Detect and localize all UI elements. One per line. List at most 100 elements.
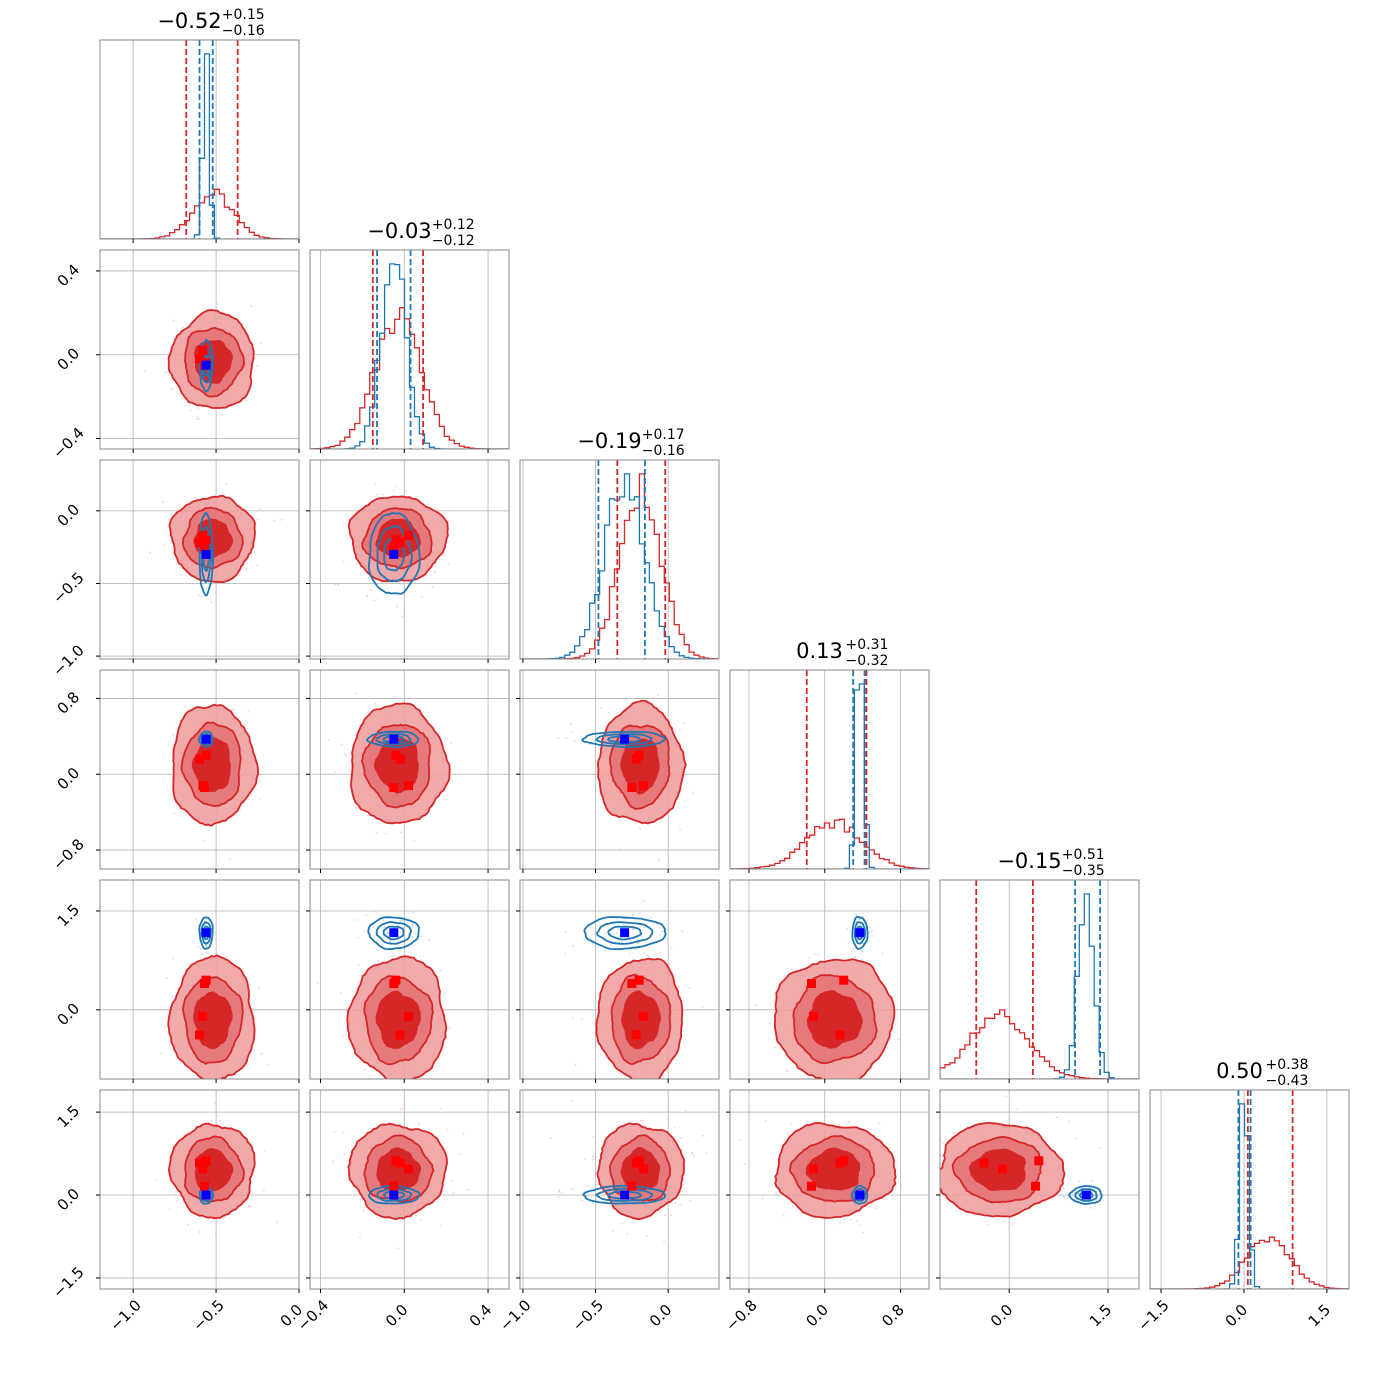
sample-point-red [657,859,660,862]
sample-point-red [247,1205,250,1208]
y-tick-label: 1.5 [54,1102,84,1132]
marker-red [839,975,849,985]
sample-point-red [217,1115,219,1118]
panel-frame [309,249,510,450]
marker-red [627,1181,637,1191]
sample-point-red [245,399,248,402]
sample-point-red [440,1224,443,1227]
sample-point-blue [204,944,207,947]
sample-point-red [196,407,199,410]
sample-point-red [343,753,346,755]
sample-point-blue [382,919,384,922]
marker-blue [389,549,399,559]
sample-point-red [264,1149,266,1152]
x-tick-label: 0.0 [802,1301,832,1331]
sample-point-blue [594,933,597,936]
marker-red [195,1030,204,1040]
contour-red-core [373,738,419,794]
sample-point-red [172,734,175,737]
marker-red [395,754,405,764]
marker-blue [201,734,211,744]
x-tick-label: 0.8 [878,1301,908,1331]
sample-point-blue [372,926,375,929]
sample-point-red [181,397,183,400]
sample-point-blue [638,941,640,944]
sample-point-red [253,544,256,547]
sample-point-blue [855,913,857,916]
sample-point-red [896,1157,898,1159]
sample-point-blue [419,935,422,938]
sample-point-red [646,1234,648,1237]
sample-point-blue [1095,1199,1098,1202]
sample-point-blue [622,923,625,926]
contour-blue-outer [1068,1184,1103,1205]
panel-frame [309,459,510,660]
sample-point-red [401,1108,404,1110]
sample-point-red [1057,1152,1060,1155]
sample-point-blue [571,731,573,733]
sample-point-red [180,573,183,576]
sample-point-blue [214,932,217,934]
marker-red [627,979,637,988]
param-title-5: 0.50 [1216,1059,1263,1083]
sample-point-red [194,496,197,499]
sample-point-red [931,1188,933,1190]
sample-point-red [884,1197,887,1200]
marker-blue [201,928,211,938]
param-title-minus-5: −0.43 [1266,1073,1309,1089]
sample-point-red [691,1152,694,1154]
sample-point-red [1099,1147,1101,1150]
contour-blue-outer [850,1184,869,1205]
sample-point-blue [210,601,212,604]
panel-frame [309,879,510,1080]
sample-point-red [941,1155,944,1158]
sample-point-red [144,370,146,372]
contour-blue-middle [1074,1188,1098,1202]
sample-point-blue [337,583,339,586]
sample-point-blue [386,930,388,932]
sample-point-blue [573,740,576,742]
sample-point-red [171,388,174,391]
sample-point-red [356,563,359,565]
param-title-minus-1: −0.12 [432,233,475,249]
x-tick-label: −0.5 [189,1296,227,1334]
sample-point-red [187,1223,189,1226]
sample-point-blue [681,930,684,932]
sample-point-red [169,793,172,796]
panel-frame [309,669,510,870]
marker-red [195,1158,204,1168]
sample-point-red [645,953,648,956]
sample-point-blue [604,949,607,952]
sample-point-red [203,840,206,842]
sample-point-blue [402,920,404,922]
sample-point-red [448,1026,451,1029]
sample-point-blue [404,490,407,492]
sample-point-red [450,741,453,744]
sample-point-red [670,1214,672,1217]
marker-red [1031,1181,1040,1191]
sample-point-red [871,1203,873,1206]
sample-point-blue [854,956,857,958]
sample-point-red [163,544,165,546]
sample-point-red [197,415,200,418]
sample-point-red [443,992,445,995]
sample-point-red [786,1132,789,1135]
sample-point-red [900,1184,903,1187]
sample-point-blue [871,935,874,937]
sample-point-blue [211,913,214,915]
sample-point-red [377,960,380,962]
sample-point-red [382,493,385,496]
sample-point-blue [589,926,592,929]
sample-point-red [678,985,681,988]
sample-point-red [434,571,436,573]
sample-point-blue [860,950,863,952]
sample-point-red [642,1119,645,1122]
contour-blue-outer [198,1185,214,1205]
sample-point-blue [565,737,568,739]
panel-frame [729,879,930,1080]
contour-blue-outer [583,916,667,951]
sample-point-blue [659,933,661,936]
sample-point-blue [1063,1196,1065,1199]
sample-point-red [452,1191,455,1194]
